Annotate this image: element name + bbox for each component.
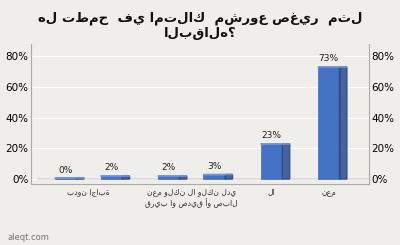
Text: نعم: نعم bbox=[321, 188, 336, 196]
Bar bbox=[158, 176, 180, 179]
Text: 2%: 2% bbox=[162, 163, 176, 172]
Text: نعم ولكن لا ولكن لدي
قريب او صديق أو صبال: نعم ولكن لا ولكن لدي قريب او صديق أو صبا… bbox=[145, 188, 238, 208]
Bar bbox=[318, 67, 340, 179]
Text: 3%: 3% bbox=[207, 162, 222, 171]
Text: 2%: 2% bbox=[104, 163, 118, 172]
Polygon shape bbox=[122, 176, 130, 179]
Polygon shape bbox=[340, 67, 347, 179]
Text: 0%: 0% bbox=[58, 166, 73, 174]
Polygon shape bbox=[225, 174, 232, 179]
Text: aleqt.com: aleqt.com bbox=[8, 233, 50, 242]
Title: هل تطمح  في امتلاك  مشروع صغير  مثل
البقاله؟: هل تطمح في امتلاك مشروع صغير مثل البقاله… bbox=[38, 12, 362, 40]
Text: 23%: 23% bbox=[262, 131, 282, 140]
Text: لا: لا bbox=[268, 188, 275, 196]
Bar bbox=[100, 176, 122, 179]
Polygon shape bbox=[76, 178, 84, 179]
Bar bbox=[204, 174, 225, 179]
Text: بدون اجابة: بدون اجابة bbox=[67, 188, 110, 196]
Bar bbox=[261, 144, 282, 179]
Bar bbox=[55, 178, 76, 179]
Polygon shape bbox=[282, 144, 290, 179]
Text: 73%: 73% bbox=[318, 54, 339, 63]
Polygon shape bbox=[180, 176, 187, 179]
